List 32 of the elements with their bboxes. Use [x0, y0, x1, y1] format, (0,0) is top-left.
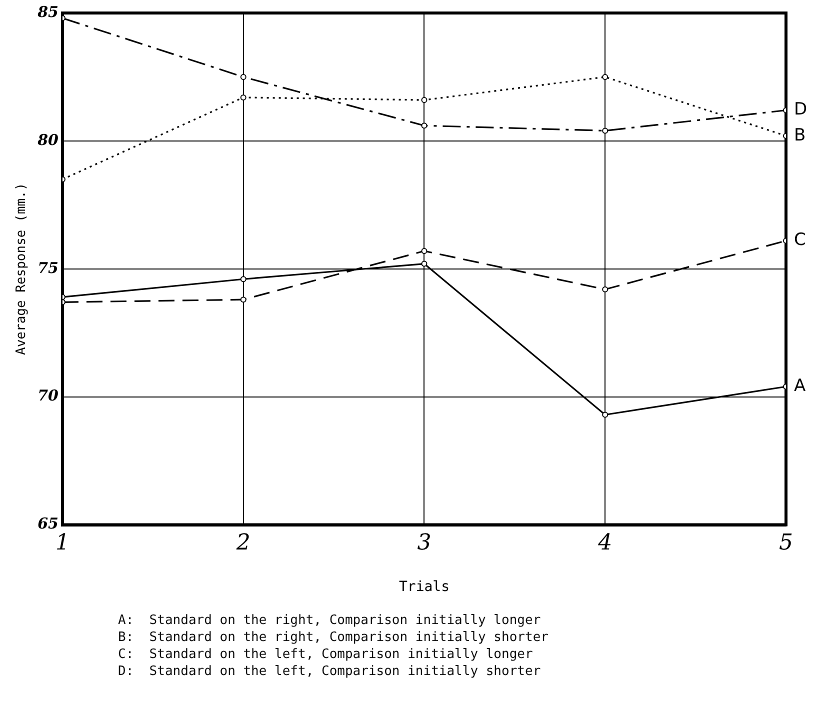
text: A: Standard on the right, Comparison initially longer	[118, 612, 542, 629]
point	[240, 296, 246, 303]
point	[421, 97, 428, 104]
x-tick-label: 3	[417, 530, 432, 556]
series-label: A	[794, 376, 806, 396]
y-tick-label: 75	[38, 258, 58, 277]
x-tick-label: 4	[597, 530, 612, 556]
x-tick-label: 1	[55, 530, 70, 556]
point	[421, 260, 428, 267]
text: D: Standard on the left, Comparison initially shorter	[118, 663, 542, 680]
point	[240, 276, 246, 282]
y-tick-label: 65	[38, 514, 58, 533]
y-tick-label: 85	[36, 2, 58, 21]
point	[602, 286, 608, 292]
point	[240, 94, 246, 100]
point	[602, 412, 608, 418]
x-axis-title: Trials	[398, 579, 450, 596]
point	[602, 128, 608, 134]
point	[421, 122, 428, 129]
y-tick-label: 80	[36, 130, 60, 149]
point	[421, 248, 428, 254]
point	[602, 74, 608, 80]
series-label: B	[794, 125, 806, 146]
text: B: Standard on the right, Comparison initially shorter	[118, 629, 548, 646]
x-tick-label: 5	[779, 530, 793, 556]
series-label: D	[794, 100, 808, 120]
point	[240, 74, 246, 80]
y-tick-label: 70	[38, 386, 60, 405]
series-label: C	[794, 230, 806, 250]
x-tick-label: 2	[235, 530, 250, 556]
text: C: Standard on the left, Comparison initially longer	[118, 646, 534, 663]
y-axis-title: Average Response (mm.)	[14, 182, 30, 355]
